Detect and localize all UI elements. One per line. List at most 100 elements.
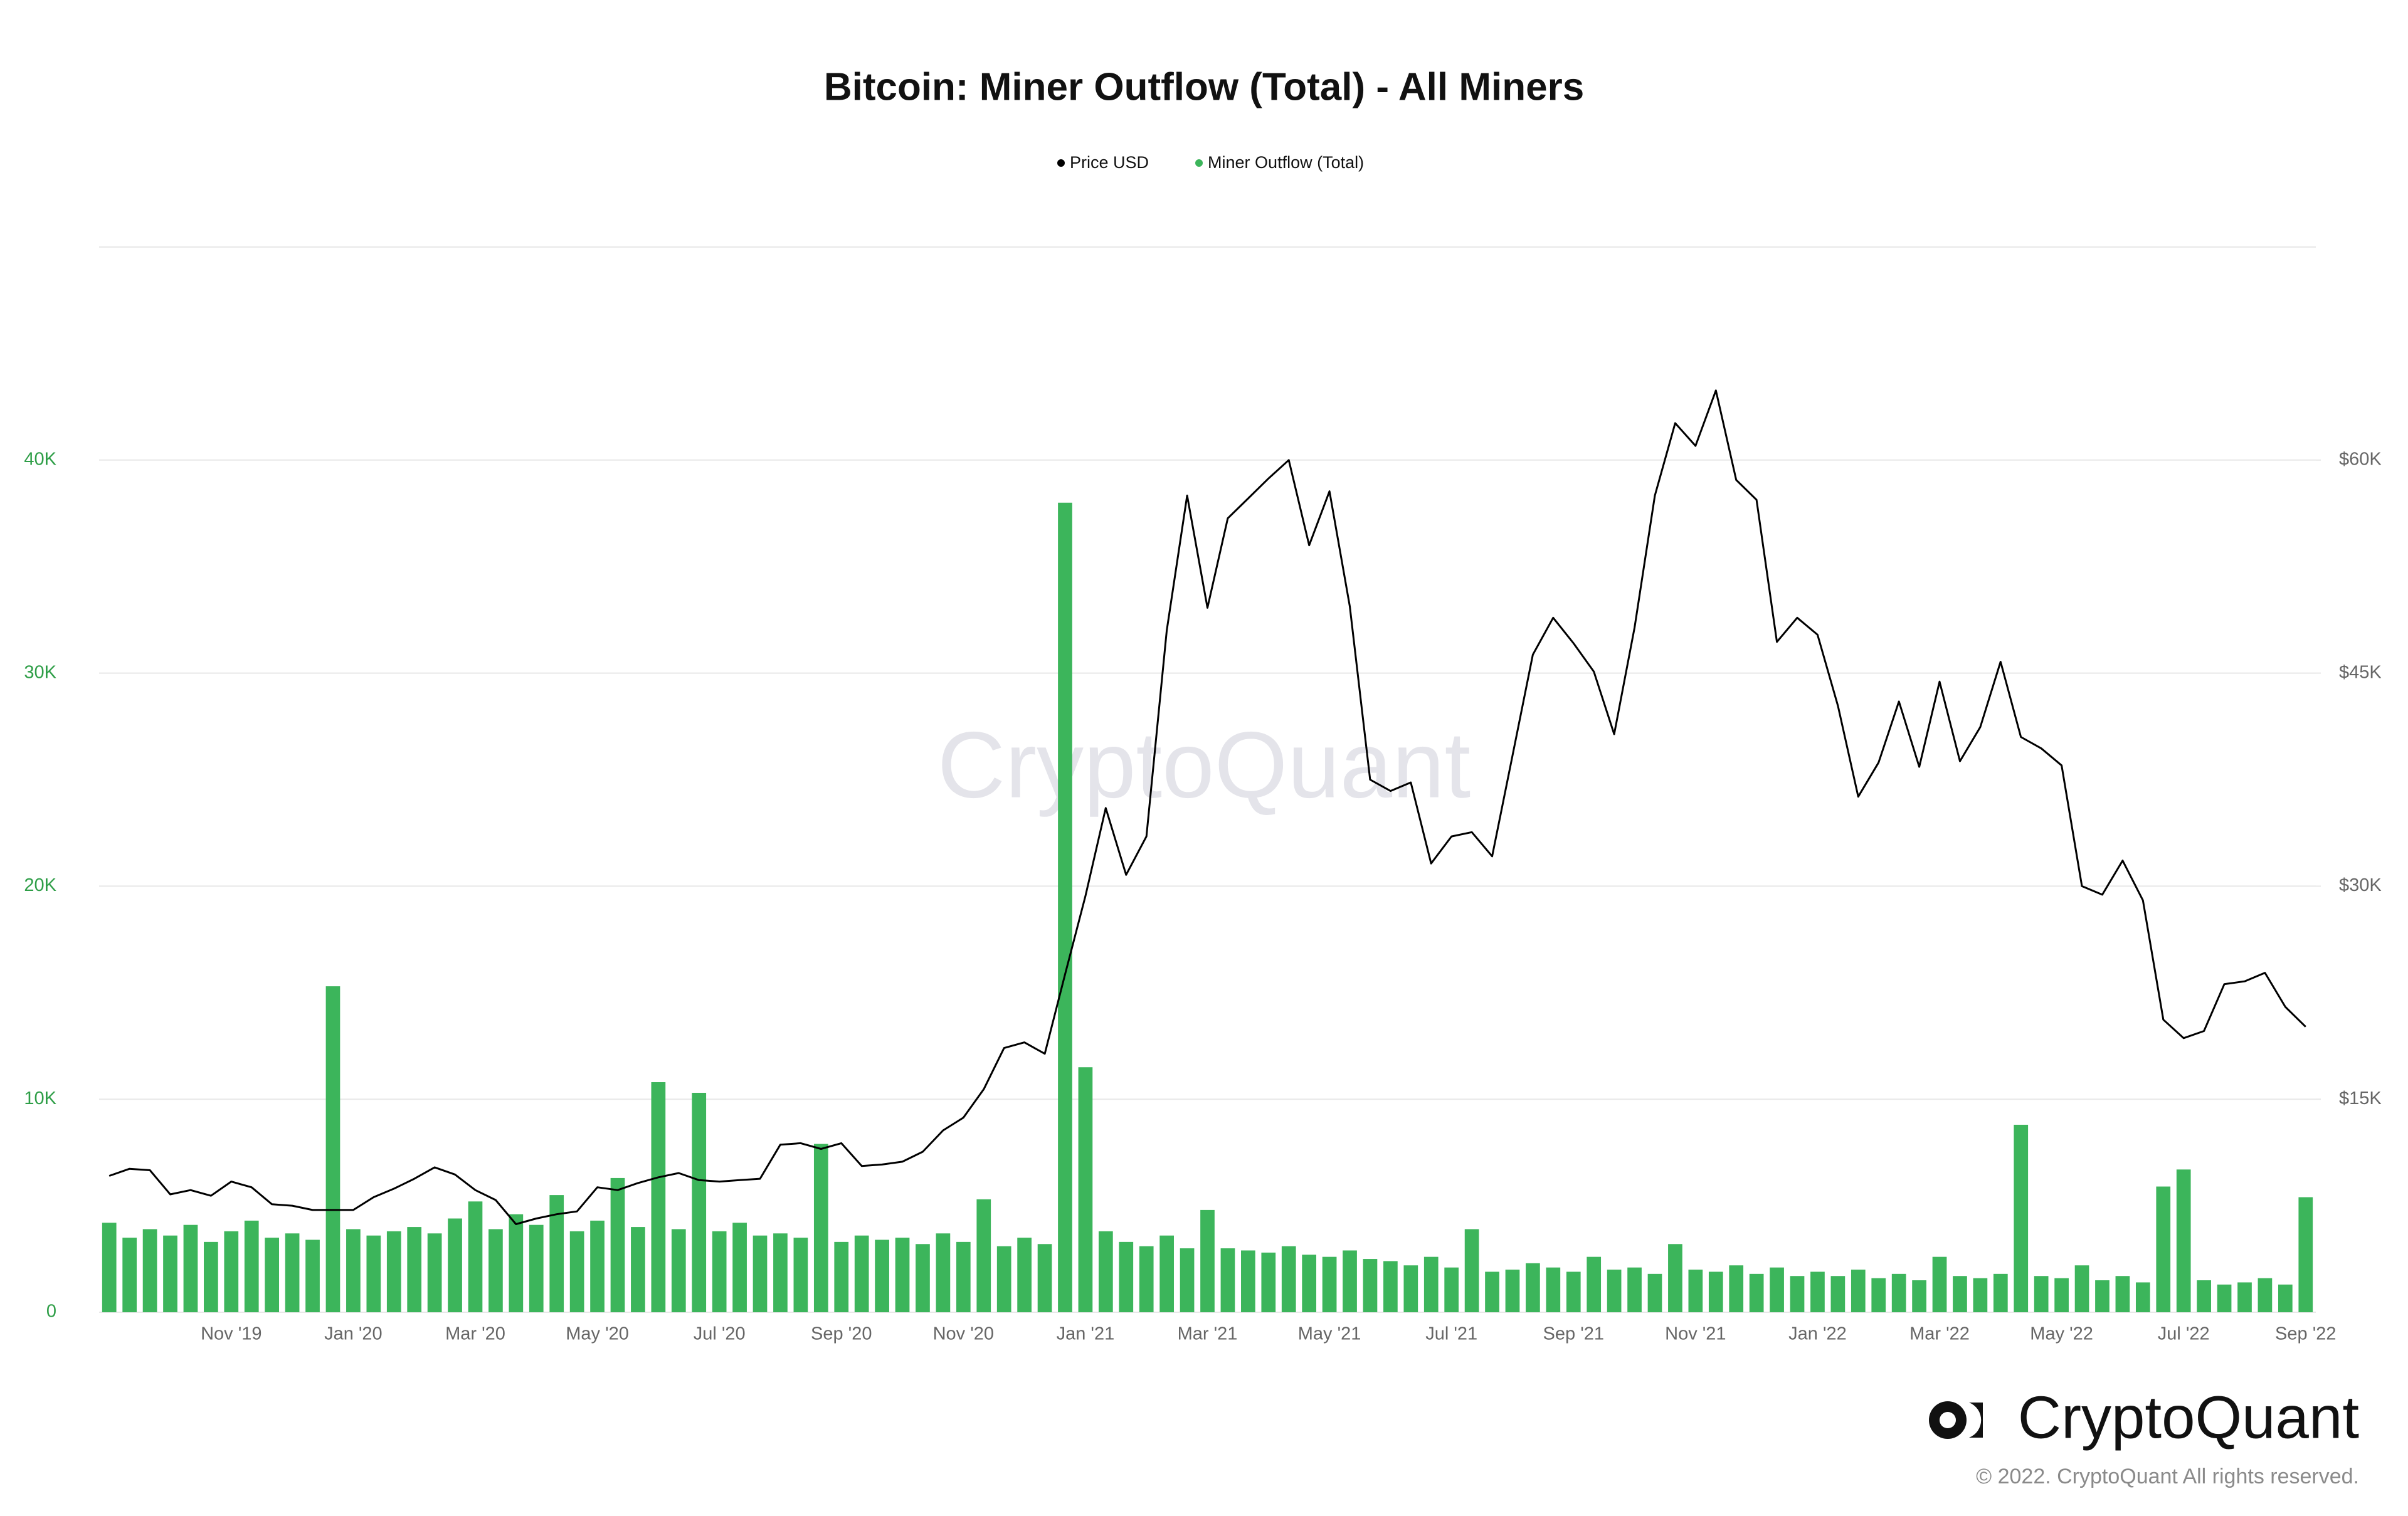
bar bbox=[1647, 1273, 1662, 1312]
bar bbox=[2115, 1276, 2130, 1312]
bar bbox=[569, 1231, 584, 1312]
y-tick-label: 20K bbox=[24, 875, 56, 895]
bar bbox=[590, 1220, 605, 1312]
bar bbox=[631, 1227, 645, 1312]
bar bbox=[671, 1229, 686, 1312]
bar bbox=[488, 1229, 503, 1312]
bar bbox=[468, 1201, 483, 1312]
brand-name: CryptoQuant bbox=[2018, 1384, 2359, 1451]
bar bbox=[2258, 1278, 2273, 1312]
bar bbox=[1058, 502, 1072, 1312]
bar bbox=[1526, 1263, 1540, 1312]
legend: Price USD Miner Outflow (Total) bbox=[1057, 153, 1364, 172]
bar bbox=[1302, 1255, 1317, 1312]
bar bbox=[834, 1241, 849, 1312]
bar bbox=[366, 1235, 381, 1312]
bar bbox=[224, 1231, 239, 1312]
legend-label: Miner Outflow (Total) bbox=[1208, 153, 1364, 172]
bar bbox=[1566, 1271, 1581, 1312]
x-tick-label: Mar '22 bbox=[1909, 1324, 1970, 1344]
bar bbox=[1688, 1270, 1703, 1312]
bar bbox=[1322, 1256, 1337, 1312]
x-tick-label: Jul '20 bbox=[694, 1324, 746, 1344]
bar bbox=[793, 1238, 808, 1312]
bar bbox=[1139, 1246, 1154, 1312]
bar bbox=[1037, 1244, 1052, 1312]
legend-label: Price USD bbox=[1070, 153, 1149, 172]
bar bbox=[1668, 1244, 1682, 1312]
x-tick-label: Jan '22 bbox=[1788, 1324, 1847, 1344]
bar bbox=[2176, 1169, 2191, 1312]
bar bbox=[427, 1233, 442, 1312]
bar bbox=[1749, 1273, 1764, 1312]
bar bbox=[509, 1214, 524, 1312]
bar bbox=[692, 1093, 707, 1312]
bar bbox=[2237, 1282, 2252, 1312]
bar bbox=[2135, 1282, 2150, 1312]
bar bbox=[386, 1231, 401, 1312]
bar bbox=[916, 1244, 930, 1312]
bar bbox=[1871, 1278, 1886, 1312]
bar bbox=[2054, 1278, 2069, 1312]
bar bbox=[102, 1223, 117, 1312]
bar bbox=[773, 1233, 788, 1312]
y-tick-label: 10K bbox=[24, 1088, 56, 1108]
y-tick-label: 40K bbox=[24, 449, 56, 469]
bar bbox=[1485, 1271, 1499, 1312]
bar bbox=[407, 1227, 422, 1312]
bar bbox=[895, 1238, 910, 1312]
bar bbox=[956, 1241, 971, 1312]
logo-tail bbox=[1969, 1403, 1983, 1438]
price-line bbox=[108, 389, 2306, 1225]
bar bbox=[1261, 1252, 1276, 1312]
bar bbox=[1891, 1273, 1906, 1312]
bar bbox=[651, 1082, 666, 1312]
bar bbox=[1098, 1231, 1113, 1312]
x-tick-label: May '20 bbox=[566, 1324, 629, 1344]
logo-hole bbox=[1940, 1412, 1956, 1428]
bar bbox=[325, 986, 341, 1312]
bar bbox=[875, 1240, 889, 1312]
bar bbox=[1953, 1276, 1967, 1312]
bar bbox=[265, 1238, 280, 1312]
y-tick-label: 30K bbox=[24, 662, 56, 682]
x-tick-label: Jan '21 bbox=[1057, 1324, 1115, 1344]
bar bbox=[936, 1233, 951, 1312]
bar bbox=[2014, 1124, 2029, 1312]
bar bbox=[854, 1235, 869, 1312]
x-tick-label: Nov '19 bbox=[201, 1324, 261, 1344]
bar bbox=[163, 1235, 177, 1312]
bar bbox=[1851, 1270, 1866, 1312]
bar bbox=[1017, 1238, 1032, 1312]
bar bbox=[1281, 1246, 1296, 1312]
bar bbox=[1241, 1250, 1255, 1312]
bar bbox=[2074, 1265, 2089, 1312]
watermark: CryptoQuant bbox=[937, 712, 1471, 818]
x-tick-label: May '22 bbox=[2030, 1324, 2093, 1344]
bar bbox=[1993, 1273, 2008, 1312]
bar bbox=[1830, 1276, 1846, 1312]
bar bbox=[1729, 1265, 1744, 1312]
bar bbox=[1200, 1209, 1215, 1312]
bar bbox=[996, 1246, 1011, 1312]
bar bbox=[1546, 1267, 1561, 1312]
bar bbox=[813, 1144, 828, 1312]
bar bbox=[2034, 1276, 2049, 1312]
x-tick-label: Sep '22 bbox=[2275, 1324, 2336, 1344]
bar bbox=[142, 1229, 157, 1312]
bar bbox=[1932, 1256, 1947, 1312]
bar bbox=[2197, 1280, 2211, 1312]
y-tick-label: 0 bbox=[46, 1302, 56, 1322]
chart-title: Bitcoin: Miner Outflow (Total) - All Min… bbox=[824, 65, 1584, 108]
x-tick-label: Sep '20 bbox=[811, 1324, 872, 1344]
bar bbox=[1444, 1267, 1459, 1312]
bar bbox=[1505, 1270, 1520, 1312]
bar bbox=[2298, 1197, 2313, 1312]
bar bbox=[1119, 1241, 1134, 1312]
bar bbox=[1403, 1265, 1418, 1312]
bar bbox=[346, 1229, 361, 1312]
bar bbox=[1363, 1259, 1378, 1312]
x-tick-label: Nov '21 bbox=[1665, 1324, 1726, 1344]
